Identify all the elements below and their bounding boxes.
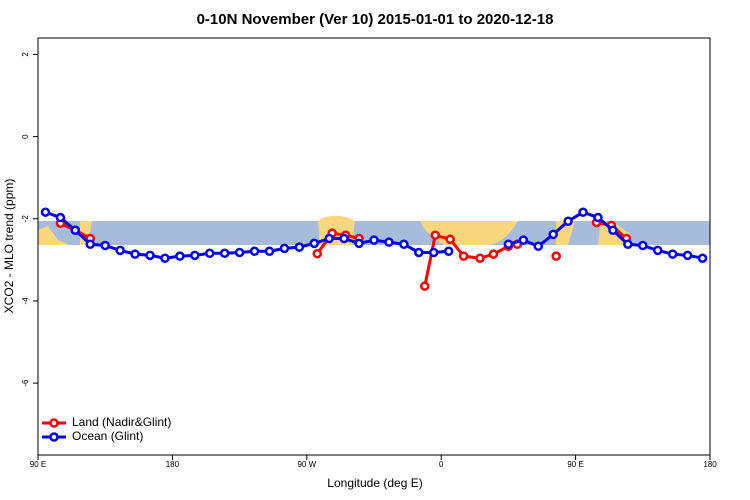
point	[175, 251, 185, 261]
legend-marker	[49, 418, 59, 428]
point	[234, 247, 245, 258]
point	[312, 248, 323, 259]
point	[309, 238, 320, 249]
point	[518, 235, 529, 245]
point	[384, 237, 394, 247]
point	[190, 250, 200, 261]
point	[430, 230, 440, 240]
y-tick-label: -6	[21, 379, 30, 387]
y-tick-label: -4	[21, 297, 30, 305]
x-tick-label: 90 E	[30, 460, 46, 469]
x-tick-label: 90 E	[567, 460, 583, 469]
point	[578, 207, 588, 217]
point	[593, 212, 603, 223]
point	[503, 239, 514, 249]
chart-title: 0-10N November (Ver 10) 2015-01-01 to 20…	[197, 11, 554, 28]
point	[279, 243, 290, 254]
point	[130, 249, 140, 259]
point	[354, 238, 364, 249]
point	[533, 241, 544, 252]
point	[563, 216, 573, 226]
point	[55, 212, 66, 223]
plot-border	[37, 37, 711, 456]
point	[414, 247, 424, 258]
point	[219, 248, 230, 259]
y-tick-label: 0	[21, 134, 30, 139]
point	[458, 251, 469, 261]
x-tick-label: 180	[166, 460, 180, 469]
point	[85, 239, 96, 249]
point	[369, 235, 379, 245]
point	[399, 239, 409, 249]
point	[475, 253, 485, 263]
point	[608, 225, 618, 236]
point	[264, 246, 275, 256]
point	[443, 246, 454, 256]
point	[204, 248, 215, 259]
legend-label: Land (Nadir&Glint)	[72, 415, 171, 429]
y-tick-label: -2	[21, 215, 30, 223]
point	[339, 233, 349, 244]
point	[697, 253, 708, 263]
land-patch	[38, 221, 92, 245]
point	[682, 250, 693, 261]
point	[145, 250, 155, 261]
point	[667, 249, 678, 259]
point	[160, 253, 170, 263]
point	[420, 281, 430, 291]
point	[548, 229, 558, 240]
point	[294, 242, 305, 252]
legend-label: Ocean (Glint)	[72, 429, 143, 443]
point	[638, 240, 648, 251]
point	[428, 247, 439, 258]
point	[249, 246, 260, 256]
x-axis-label: Longitude (deg E)	[327, 476, 422, 490]
y-axis-label: XCO2 - MLO trend (ppm)	[2, 179, 16, 314]
point	[70, 225, 81, 236]
point	[623, 239, 633, 249]
point	[324, 233, 334, 244]
x-tick-label: 0	[439, 460, 444, 469]
point	[445, 234, 455, 245]
point	[115, 245, 125, 256]
y-tick-label: 2	[21, 52, 30, 57]
legend-marker	[49, 432, 59, 442]
point	[40, 207, 51, 217]
point	[100, 240, 110, 251]
point	[488, 249, 499, 259]
point	[551, 251, 561, 261]
x-tick-label: 180	[703, 460, 717, 469]
x-tick-label: 90 W	[297, 460, 316, 469]
point	[652, 245, 663, 256]
